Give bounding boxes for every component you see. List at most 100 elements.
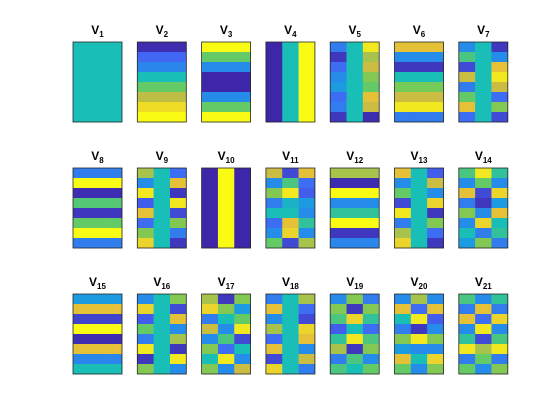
cell (475, 62, 492, 73)
cell (475, 208, 492, 219)
cell (427, 102, 444, 113)
panel: V8 (72, 149, 123, 249)
cell (217, 354, 235, 365)
cell (265, 364, 283, 375)
cell (346, 354, 364, 365)
cell (475, 198, 492, 209)
cell (475, 364, 492, 375)
cell (298, 62, 316, 73)
cell (153, 72, 171, 83)
cell (265, 354, 283, 365)
cell (346, 228, 364, 239)
cell (475, 314, 492, 325)
cell (298, 238, 316, 249)
title-subscript: 18 (290, 282, 299, 291)
cell (234, 112, 251, 123)
cell (362, 188, 380, 199)
cell (201, 208, 219, 219)
cell (458, 52, 476, 63)
cell (89, 62, 106, 73)
cell (153, 82, 171, 93)
cell (427, 228, 444, 239)
cell (89, 112, 106, 123)
cell (234, 218, 251, 229)
panel-title: V15 (89, 275, 106, 291)
cell (201, 344, 219, 355)
cell (201, 364, 219, 375)
cell (89, 42, 106, 53)
cell (201, 304, 219, 315)
cell (394, 82, 412, 93)
cell (491, 72, 509, 83)
title-text: V (411, 149, 419, 163)
cell (169, 294, 187, 305)
cell (137, 92, 154, 103)
cell (298, 52, 316, 63)
cell (491, 304, 509, 315)
cell (89, 102, 106, 113)
cell (265, 228, 283, 239)
cell (410, 102, 428, 113)
cell (346, 82, 364, 93)
cell (394, 62, 412, 73)
cell (394, 304, 412, 315)
cell (394, 72, 412, 83)
cell (362, 112, 380, 123)
cell (105, 218, 123, 229)
cell (137, 208, 154, 219)
cell (169, 364, 187, 375)
cell (105, 42, 123, 53)
cell (394, 324, 412, 335)
cell (491, 324, 509, 335)
cell (458, 294, 476, 305)
cell (105, 334, 123, 345)
cell (153, 188, 171, 199)
cell (217, 314, 235, 325)
cell (201, 198, 219, 209)
panel-title: V19 (346, 275, 363, 291)
cell (394, 42, 412, 53)
cell (298, 92, 316, 103)
axes-box (329, 293, 380, 375)
panel: V18 (265, 275, 316, 375)
cell (298, 208, 316, 219)
cell (427, 364, 444, 375)
cell (137, 324, 154, 335)
cell (427, 62, 444, 73)
cell (201, 324, 219, 335)
cell (153, 218, 171, 229)
cell (153, 304, 171, 315)
title-text: V (153, 275, 161, 289)
cell (201, 354, 219, 365)
panel-title: V13 (411, 149, 428, 165)
cell (73, 62, 90, 73)
cell (137, 314, 154, 325)
cell (298, 72, 316, 83)
cell (265, 62, 283, 73)
cell (475, 344, 492, 355)
cell (217, 102, 235, 113)
title-subscript: 21 (483, 282, 492, 291)
title-text: V (348, 23, 356, 37)
cell (201, 72, 219, 83)
cell (362, 304, 380, 315)
cell (298, 304, 316, 315)
cell (217, 228, 235, 239)
panel-title: V8 (91, 149, 104, 165)
axes-box (136, 167, 187, 249)
cell (105, 52, 123, 63)
cell (282, 354, 299, 365)
cell (458, 334, 476, 345)
cell (105, 62, 123, 73)
axes-box (265, 41, 316, 123)
cell (217, 188, 235, 199)
cell (491, 198, 509, 209)
cell (491, 354, 509, 365)
cell (89, 324, 106, 335)
cell (265, 102, 283, 113)
cell (265, 188, 283, 199)
cell (362, 72, 380, 83)
cell (298, 334, 316, 345)
cell (346, 168, 364, 179)
cell (201, 294, 219, 305)
